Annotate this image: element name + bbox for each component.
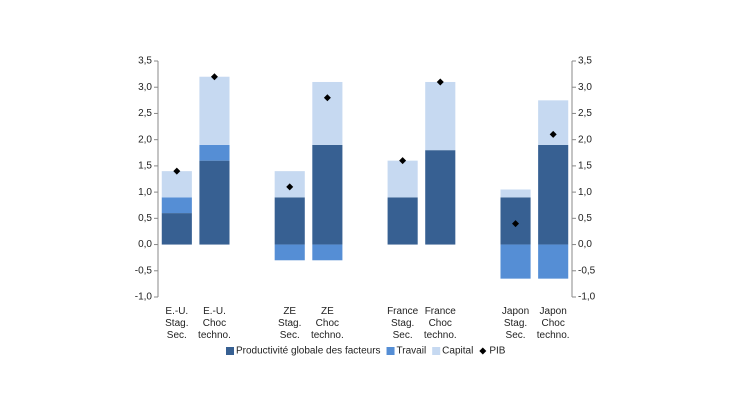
x-tick-label: Japon Stag. Sec. bbox=[502, 306, 529, 341]
legend-label: PIB bbox=[489, 346, 505, 357]
y-tick-label: 1,5 bbox=[138, 161, 152, 172]
legend-label: Capital bbox=[442, 346, 473, 357]
legend-swatch bbox=[386, 347, 395, 355]
x-tick-label-line: Choc bbox=[429, 318, 452, 329]
pib-marker bbox=[286, 183, 294, 191]
x-tick-label-line: techno. bbox=[537, 330, 570, 341]
x-tick-label-line: Sec. bbox=[167, 330, 187, 341]
x-tick-label: ZE Choc techno. bbox=[311, 306, 344, 341]
bar-segment bbox=[161, 213, 192, 245]
pib-marker bbox=[173, 167, 181, 175]
y2-tick-label: 3,0 bbox=[578, 82, 592, 93]
pib-marker bbox=[549, 130, 557, 138]
pib-marker bbox=[436, 78, 444, 86]
bar-segment bbox=[199, 160, 230, 245]
x-tick-label-line: E.-U. bbox=[165, 306, 188, 317]
bar-segment bbox=[538, 244, 569, 279]
pib-marker bbox=[210, 73, 218, 81]
x-tick-label-line: techno. bbox=[424, 330, 457, 341]
y2-tick-label: -0,5 bbox=[578, 265, 596, 276]
bar-segment bbox=[312, 244, 343, 261]
y-tick-label: -1,0 bbox=[135, 292, 153, 303]
x-tick-label-line: Japon bbox=[540, 306, 567, 317]
x-tick-label-line: techno. bbox=[198, 330, 231, 341]
y2-tick-label: 2,0 bbox=[578, 134, 592, 145]
bar-segment bbox=[199, 144, 230, 161]
x-tick-label: France Stag. Sec. bbox=[387, 306, 419, 341]
y-tick-label: 2,5 bbox=[138, 108, 152, 119]
x-tick-label-line: Stag. bbox=[504, 318, 527, 329]
y-tick-label: 2,0 bbox=[138, 134, 152, 145]
bar-segment bbox=[312, 144, 343, 245]
x-tick-label: France Choc techno. bbox=[424, 306, 457, 341]
pib-marker bbox=[512, 220, 520, 228]
x-tick-label-line: Choc bbox=[203, 318, 226, 329]
y-tick-label: 1,0 bbox=[138, 187, 152, 198]
x-tick-label-line: ZE bbox=[283, 306, 296, 317]
y-tick-label: -0,5 bbox=[135, 265, 153, 276]
y-tick-label: 3,0 bbox=[138, 82, 152, 93]
x-tick-label: ZE Stag. Sec. bbox=[278, 306, 301, 341]
x-tick-label-line: France bbox=[425, 306, 457, 317]
y-tick-label: 0,0 bbox=[138, 239, 152, 250]
y2-tick-label: 1,0 bbox=[578, 187, 592, 198]
bar-segment bbox=[500, 189, 531, 198]
bar-segment bbox=[500, 244, 531, 279]
x-tick-label-line: Sec. bbox=[393, 330, 413, 341]
x-tick-label-line: ZE bbox=[321, 306, 334, 317]
x-tick-label-line: E.-U. bbox=[203, 306, 226, 317]
legend-marker bbox=[479, 347, 487, 355]
pib-marker bbox=[323, 94, 331, 102]
y-tick-label: 3,5 bbox=[138, 56, 152, 67]
x-tick-label-line: Japon bbox=[502, 306, 529, 317]
pib-marker bbox=[399, 157, 407, 165]
legend-label: Productivité globale des facteurs bbox=[236, 346, 381, 357]
bar-segment bbox=[538, 144, 569, 245]
x-tick-label-line: France bbox=[387, 306, 419, 317]
bar-segment bbox=[425, 150, 456, 245]
legend-swatch bbox=[432, 347, 441, 355]
x-tick-label-line: Choc bbox=[316, 318, 339, 329]
x-tick-label-line: Stag. bbox=[278, 318, 301, 329]
bar-segment bbox=[274, 244, 305, 261]
bar-segment bbox=[161, 197, 192, 214]
y2-tick-label: 2,5 bbox=[578, 108, 592, 119]
bar-segment bbox=[425, 81, 456, 151]
bar-segment bbox=[387, 197, 418, 245]
x-tick-label: Japon Choc techno. bbox=[537, 306, 570, 341]
x-tick-label-line: Sec. bbox=[280, 330, 300, 341]
bar-segment bbox=[538, 100, 569, 145]
bar-segment bbox=[274, 197, 305, 245]
y2-tick-label: 0,0 bbox=[578, 239, 592, 250]
bar-segment bbox=[312, 81, 343, 145]
x-tick-label: E.-U. Choc techno. bbox=[198, 306, 231, 341]
x-tick-label-line: Stag. bbox=[165, 318, 188, 329]
y2-tick-label: -1,0 bbox=[578, 292, 596, 303]
legend-label: Travail bbox=[397, 346, 427, 357]
bar-segment bbox=[387, 160, 418, 198]
y2-tick-label: 3,5 bbox=[578, 56, 592, 67]
bar-segment bbox=[161, 171, 192, 198]
x-tick-label: E.-U. Stag. Sec. bbox=[165, 306, 188, 341]
bar-segment bbox=[199, 76, 230, 145]
y2-tick-label: 0,5 bbox=[578, 213, 592, 224]
x-tick-label-line: Sec. bbox=[506, 330, 526, 341]
x-tick-label-line: Choc bbox=[542, 318, 565, 329]
x-tick-label-line: techno. bbox=[311, 330, 344, 341]
x-tick-label-line: Stag. bbox=[391, 318, 414, 329]
y-tick-label: 0,5 bbox=[138, 213, 152, 224]
y2-tick-label: 1,5 bbox=[578, 161, 592, 172]
legend-swatch bbox=[226, 347, 234, 355]
